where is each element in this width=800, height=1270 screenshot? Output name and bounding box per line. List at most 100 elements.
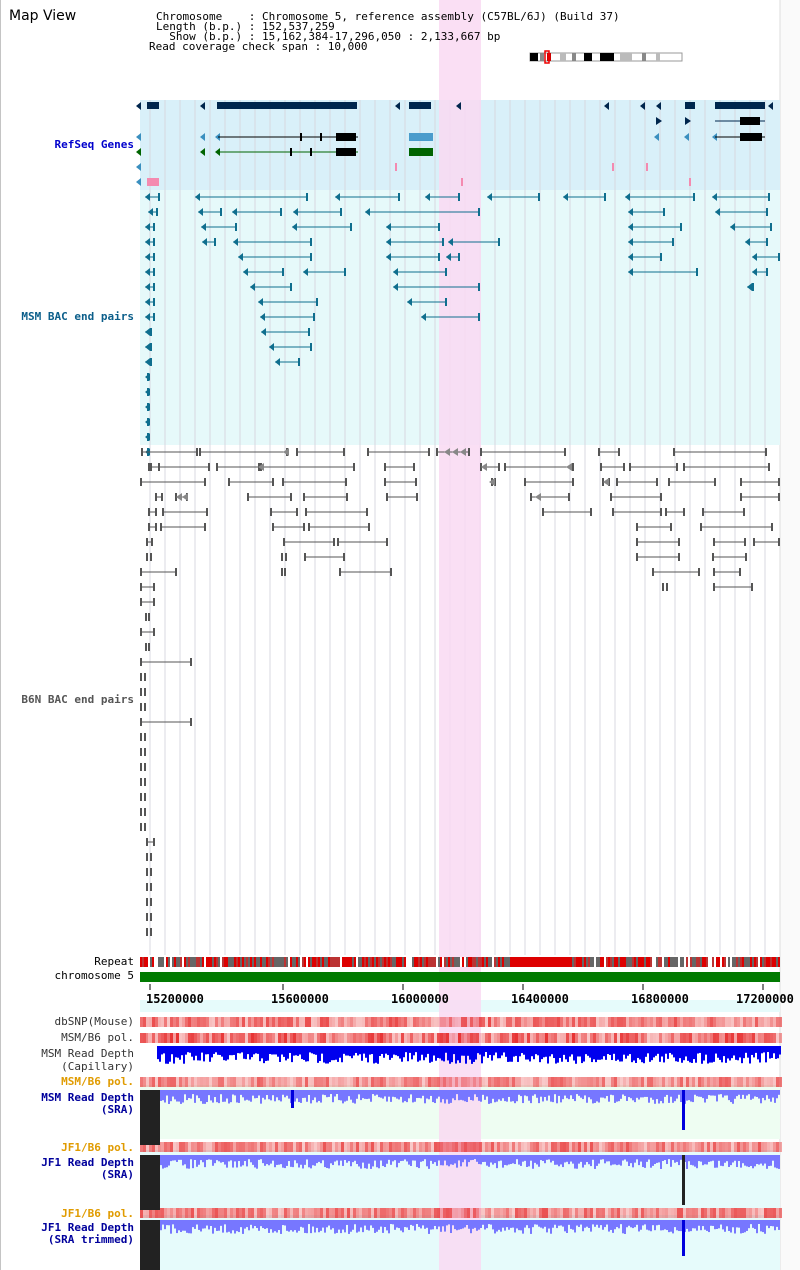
jf1-pol2-heat bbox=[233, 1208, 236, 1218]
jf1-pol-heat bbox=[698, 1142, 701, 1152]
jf1-trim-depth bbox=[530, 1220, 532, 1234]
msm-pol-heat bbox=[356, 1033, 359, 1043]
jf1-sra-depth bbox=[270, 1155, 272, 1164]
msm-sra-depth bbox=[628, 1090, 630, 1098]
jf1-depth-trim-label[interactable]: JF1 Read Depth bbox=[41, 1221, 134, 1234]
b6n-bac-track-label[interactable]: B6N BAC end pairs bbox=[21, 693, 134, 706]
jf1-pol-heat bbox=[512, 1142, 515, 1152]
repeat-segment bbox=[478, 957, 480, 967]
bac-end-marker bbox=[766, 268, 768, 276]
repeat-segment bbox=[734, 957, 736, 967]
jf1-trim-depth bbox=[192, 1220, 194, 1228]
jf1-pol-track-label-1[interactable]: JF1/B6 pol. bbox=[61, 1141, 134, 1154]
jf1-trim-depth bbox=[384, 1220, 386, 1228]
bac-end-marker bbox=[413, 463, 415, 471]
repeat-segment bbox=[758, 957, 760, 967]
msm-pol-track-label-2[interactable]: MSM/B6 pol. bbox=[61, 1075, 134, 1088]
msm-pol-heat bbox=[284, 1033, 287, 1043]
bac-end-marker bbox=[316, 298, 318, 306]
jf1-sra-depth bbox=[504, 1155, 506, 1165]
bac-end-marker bbox=[333, 538, 335, 546]
dbsnp-heat bbox=[392, 1017, 395, 1027]
msm-sra-depth bbox=[274, 1090, 276, 1102]
jf1-pol-heat bbox=[506, 1142, 509, 1152]
msm-pol2-heat bbox=[215, 1077, 218, 1087]
msm-pol-heat bbox=[563, 1033, 566, 1043]
read-depth-bar bbox=[447, 1046, 449, 1061]
dbsnp-heat bbox=[233, 1017, 236, 1027]
msm-sra-depth bbox=[360, 1090, 362, 1101]
jf1-depth-sra-label[interactable]: JF1 Read Depth bbox=[41, 1156, 134, 1169]
jf1-trim-depth bbox=[284, 1220, 286, 1226]
jf1-sra-depth bbox=[276, 1155, 278, 1165]
jf1-sra-depth bbox=[530, 1155, 532, 1161]
msm-sra-depth bbox=[478, 1090, 480, 1101]
bac-end-marker bbox=[542, 508, 544, 516]
jf1-pol2-heat bbox=[155, 1208, 158, 1218]
jf1-sra-depth bbox=[532, 1155, 534, 1169]
msm-pol-track-label-1[interactable]: MSM/B6 pol. bbox=[61, 1031, 134, 1044]
msm-bac-track-label[interactable]: MSM BAC end pairs bbox=[21, 310, 134, 323]
repeat-segment bbox=[300, 957, 302, 967]
dbsnp-heat bbox=[518, 1017, 521, 1027]
msm-pol-heat bbox=[371, 1033, 374, 1043]
repeat-segment bbox=[206, 957, 208, 967]
jf1-sra-depth bbox=[426, 1155, 428, 1167]
msm-pol2-heat bbox=[407, 1077, 410, 1087]
jf1-pol2-heat bbox=[380, 1208, 383, 1218]
jf1-pol-heat bbox=[242, 1142, 245, 1152]
read-depth-bar bbox=[293, 1046, 295, 1056]
jf1-trim-depth bbox=[380, 1220, 382, 1227]
jf1-pol-track-label-2[interactable]: JF1/B6 pol. bbox=[61, 1207, 134, 1220]
msm-pol2-heat bbox=[380, 1077, 383, 1087]
jf1-pol2-heat bbox=[773, 1208, 776, 1218]
jf1-pol2-heat bbox=[539, 1208, 542, 1218]
jf1-pol2-heat bbox=[269, 1208, 272, 1218]
msm-pol2-heat bbox=[401, 1077, 404, 1087]
msm-sra-depth bbox=[370, 1090, 372, 1102]
end-marker bbox=[712, 133, 717, 141]
bac-end-marker bbox=[153, 628, 155, 636]
msm-pol2-heat bbox=[767, 1077, 770, 1087]
read-depth-bar bbox=[359, 1046, 361, 1055]
read-depth-bar bbox=[561, 1046, 563, 1062]
msm-sra-depth bbox=[612, 1090, 614, 1096]
jf1-pol2-heat bbox=[341, 1208, 344, 1218]
jf1-pol-heat bbox=[545, 1142, 548, 1152]
jf1-pol-heat bbox=[152, 1142, 155, 1152]
jf1-pol-heat bbox=[572, 1142, 575, 1152]
msm-depth-sra-label[interactable]: MSM Read Depth bbox=[41, 1091, 134, 1104]
axis-tick-label: 16800000 bbox=[631, 992, 689, 1006]
read-depth-bar bbox=[583, 1046, 585, 1062]
read-depth-bar bbox=[185, 1046, 187, 1055]
msm-sra-depth bbox=[690, 1090, 692, 1102]
jf1-sra-depth bbox=[304, 1155, 306, 1165]
read-depth-bar bbox=[729, 1046, 731, 1061]
msm-pol2-heat bbox=[473, 1077, 476, 1087]
jf1-trim-depth bbox=[462, 1220, 464, 1229]
msm-sra-depth bbox=[566, 1090, 568, 1099]
read-depth-bar bbox=[371, 1046, 373, 1055]
msm-pol2-heat bbox=[212, 1077, 215, 1087]
msm-depth-capillary-label[interactable]: MSM Read Depth bbox=[41, 1047, 134, 1060]
repeat-segment bbox=[380, 957, 382, 967]
read-depth-bar bbox=[491, 1046, 493, 1061]
dbsnp-track-label[interactable]: dbSNP(Mouse) bbox=[54, 1015, 134, 1028]
repeat-segment bbox=[368, 957, 370, 967]
jf1-sra-depth bbox=[588, 1155, 590, 1165]
msm-pol-heat bbox=[758, 1033, 761, 1043]
dbsnp-heat bbox=[245, 1017, 248, 1027]
refseq-track-label[interactable]: RefSeq Genes bbox=[54, 138, 134, 151]
jf1-trim-depth bbox=[410, 1220, 412, 1225]
msm-sra-depth bbox=[218, 1090, 220, 1104]
jf1-sra-depth bbox=[376, 1155, 378, 1168]
read-depth-bar bbox=[457, 1046, 459, 1061]
read-depth-bar bbox=[717, 1046, 719, 1058]
dbsnp-heat bbox=[668, 1017, 671, 1027]
jf1-sra-depth bbox=[162, 1155, 164, 1169]
msm-pol-heat bbox=[599, 1033, 602, 1043]
jf1-pol-heat bbox=[209, 1142, 212, 1152]
ideogram-band bbox=[656, 53, 660, 61]
jf1-sra-depth bbox=[258, 1155, 260, 1160]
